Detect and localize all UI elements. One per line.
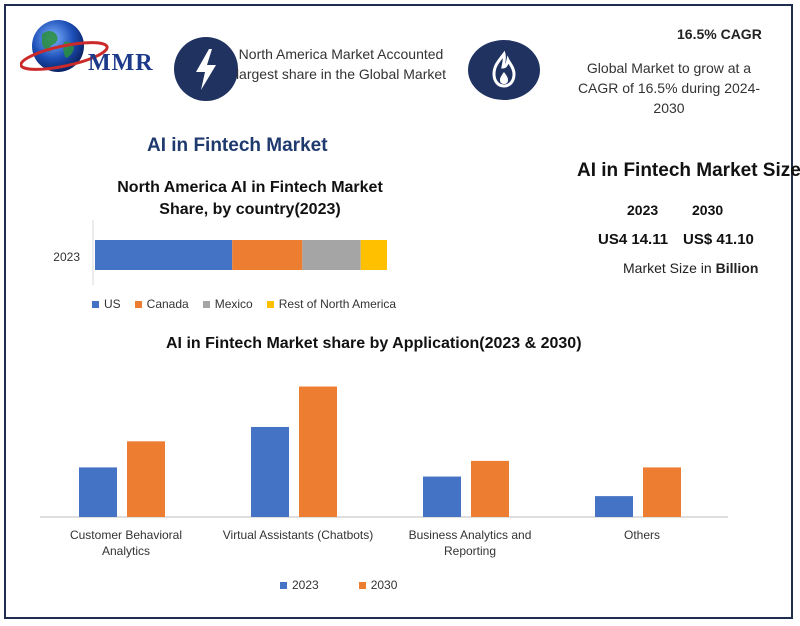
market-size-title: AI in Fintech Market Size bbox=[577, 160, 800, 181]
application-legend-swatch bbox=[280, 581, 287, 589]
country-share-legend-swatch bbox=[202, 300, 210, 308]
application-legend-label: 2023 bbox=[292, 578, 319, 592]
country-share-chart-title: North America AI in Fintech Market Share… bbox=[117, 179, 383, 218]
country-share-bar-segment bbox=[232, 240, 303, 270]
country-share-chart: 2023 bbox=[53, 220, 387, 285]
application-bar bbox=[471, 460, 509, 517]
country-share-legend-label: Mexico bbox=[214, 297, 253, 311]
application-category-label: Virtual Assistants (Chatbots) bbox=[223, 528, 374, 542]
country-share-legend-label: Canada bbox=[146, 297, 189, 311]
application-legend-swatch bbox=[358, 581, 366, 589]
country-share-legend-item: Rest of North America bbox=[266, 297, 397, 311]
market-size-year-2030: 2030 bbox=[692, 202, 724, 218]
lightning-icon bbox=[196, 49, 216, 90]
application-legend-item: 2023 bbox=[280, 578, 319, 592]
application-category-label: Customer Behavioral Analytics bbox=[70, 528, 182, 558]
application-bar bbox=[643, 467, 681, 517]
country-share-category-label: 2023 bbox=[53, 250, 80, 264]
application-bar bbox=[299, 386, 337, 517]
application-legend-item: 2030 bbox=[358, 578, 398, 592]
application-bar bbox=[251, 426, 289, 517]
market-size-value-2030: US$ 41.10 bbox=[683, 231, 754, 248]
logo-text: MMR bbox=[88, 50, 154, 76]
country-share-legend-swatch bbox=[266, 300, 274, 308]
country-share-legend-label: US bbox=[104, 297, 121, 311]
application-legend-label: 2030 bbox=[370, 578, 398, 592]
flame-icon bbox=[492, 50, 516, 88]
application-bar bbox=[79, 467, 117, 517]
market-size-year-2023: 2023 bbox=[627, 202, 659, 218]
country-share-bar-segment bbox=[360, 240, 387, 270]
market-size-value-2023: US4 14.11 bbox=[598, 231, 669, 248]
application-bar bbox=[423, 476, 461, 517]
globe-icon bbox=[19, 20, 109, 72]
cagr-description: Global Market to grow at a CAGR of 16.5%… bbox=[577, 60, 761, 116]
country-share-legend-swatch bbox=[134, 300, 142, 308]
cagr-label: 16.5% CAGR bbox=[677, 26, 762, 42]
region-share-text: North America Market Accounted largest s… bbox=[235, 46, 447, 82]
country-share-bar-segment bbox=[302, 240, 361, 270]
country-share-legend-swatch bbox=[92, 300, 99, 308]
country-share-bar-segment bbox=[95, 240, 233, 270]
application-category-label: Business Analytics and Reporting bbox=[409, 528, 532, 558]
country-share-legend-item: Canada bbox=[134, 297, 189, 311]
country-share-legend-label: Rest of North America bbox=[278, 297, 397, 311]
flame-badge bbox=[468, 40, 540, 100]
application-chart-title: AI in Fintech Market share by Applicatio… bbox=[166, 335, 582, 352]
country-share-legend-item: Mexico bbox=[202, 297, 253, 311]
application-legend: 2023 2030 bbox=[280, 578, 480, 592]
mmr-logo: MMR bbox=[19, 16, 180, 82]
application-chart: Customer Behavioral Analytics Virtual Assi… bbox=[40, 386, 728, 558]
application-bar bbox=[127, 441, 165, 517]
infographic-frame bbox=[4, 4, 793, 619]
application-bar bbox=[595, 496, 633, 517]
lightning-badge bbox=[174, 37, 238, 101]
page-title: AI in Fintech Market bbox=[147, 135, 328, 156]
country-share-legend: US Canada Mexico Rest of North America bbox=[92, 297, 452, 311]
country-share-legend-item: US bbox=[92, 297, 121, 311]
market-size-unit-note: Market Size in Billion bbox=[623, 260, 759, 276]
application-category-label: Others bbox=[624, 528, 660, 542]
